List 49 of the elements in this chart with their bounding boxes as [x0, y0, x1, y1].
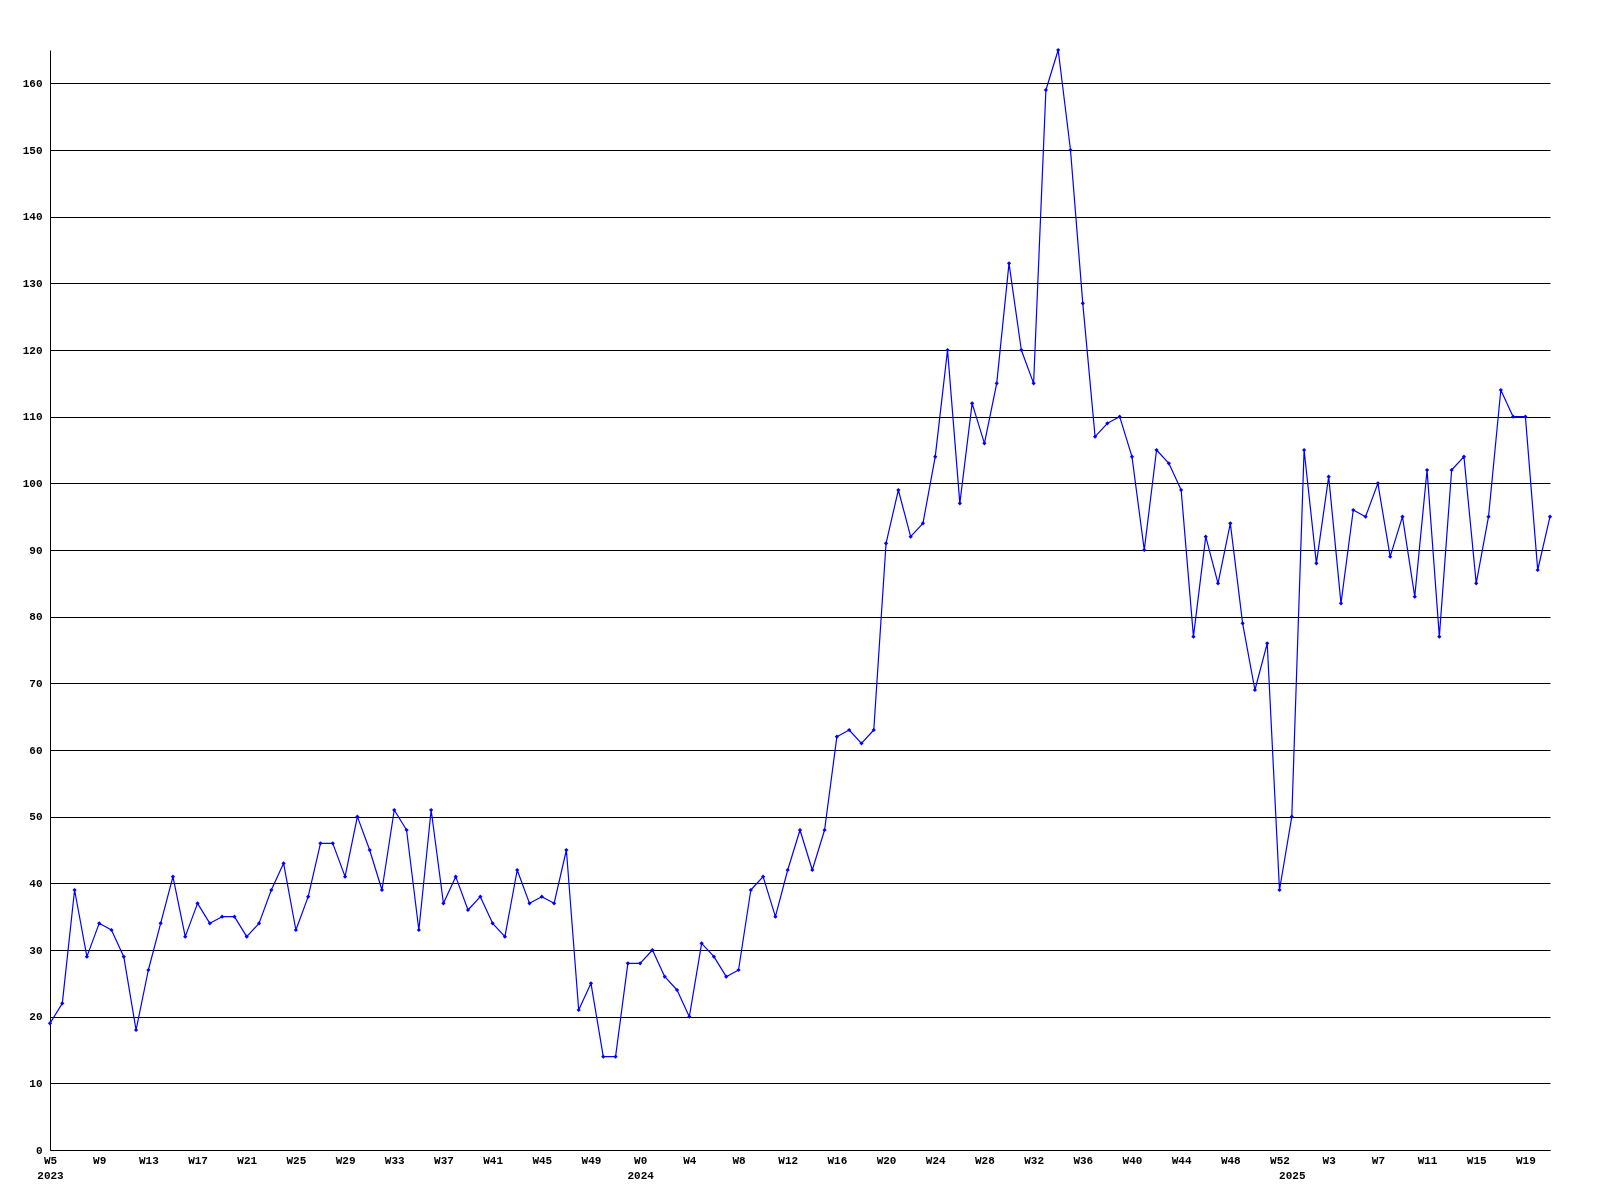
y-tick-label: 110 — [22, 411, 43, 424]
x-tick-label: W41 — [483, 1154, 504, 1167]
x-tick-label: W4 — [683, 1154, 697, 1167]
y-tick-label: 140 — [22, 211, 43, 224]
y-tick-label: 10 — [29, 1077, 43, 1090]
x-tick-label: W17 — [188, 1154, 208, 1167]
x-tick-label: W40 — [1122, 1154, 1143, 1167]
y-tick-label: 30 — [29, 944, 43, 957]
x-tick-label: W12 — [778, 1154, 799, 1167]
y-tick-label: 20 — [29, 1011, 43, 1024]
x-tick-label: W49 — [581, 1154, 602, 1167]
x-tick-label: W36 — [1073, 1154, 1094, 1167]
y-tick-label: 80 — [29, 611, 43, 624]
y-tick-label: 50 — [29, 811, 43, 824]
x-tick-label: W5 2023 — [37, 1154, 65, 1182]
x-tick-label: W29 — [335, 1154, 356, 1167]
x-tick-label: W32 — [1024, 1154, 1045, 1167]
x-tick-label: W16 — [827, 1154, 848, 1167]
y-tick-label: 120 — [22, 344, 43, 357]
x-tick-label: W13 — [138, 1154, 160, 1167]
x-tick-label: W24 — [925, 1154, 947, 1167]
y-tick-label: 40 — [29, 877, 43, 890]
y-tick-label: 90 — [29, 544, 43, 557]
x-tick-label: W19 — [1516, 1154, 1536, 1167]
x-tick-label: W8 — [732, 1154, 747, 1167]
x-tick-label: 2025 — [1279, 1169, 1306, 1182]
x-tick-label: W21 — [237, 1154, 258, 1167]
x-tick-label: W48 — [1220, 1154, 1242, 1167]
x-tick-label: W9 — [93, 1154, 107, 1167]
x-tick-label: W33 — [384, 1154, 406, 1167]
y-tick-label: 150 — [22, 144, 43, 157]
x-tick-label: W28 — [975, 1154, 996, 1167]
x-tick-label: W3 — [1322, 1154, 1337, 1167]
y-tick-label: 70 — [29, 677, 43, 690]
x-tick-label: W0 2024 — [627, 1154, 655, 1182]
x-tick-label: W25 — [286, 1154, 307, 1167]
x-tick-label: W11 — [1417, 1154, 1438, 1167]
x-tick-label: W15 — [1466, 1154, 1488, 1167]
x-tick-label: W44 — [1171, 1154, 1192, 1167]
y-tick-label: 130 — [22, 277, 43, 290]
x-tick-label: W20 — [876, 1154, 897, 1167]
y-tick-label: 60 — [29, 744, 43, 757]
y-tick-label: 160 — [22, 77, 43, 90]
x-tick-label: W52 — [1270, 1154, 1290, 1167]
y-tick-label: 100 — [22, 477, 43, 490]
y-tick-label: 0 — [35, 1144, 43, 1157]
x-tick-label: W7 — [1371, 1154, 1385, 1167]
x-tick-label: W37 — [434, 1154, 454, 1167]
x-tick-label: W45 — [532, 1154, 553, 1167]
